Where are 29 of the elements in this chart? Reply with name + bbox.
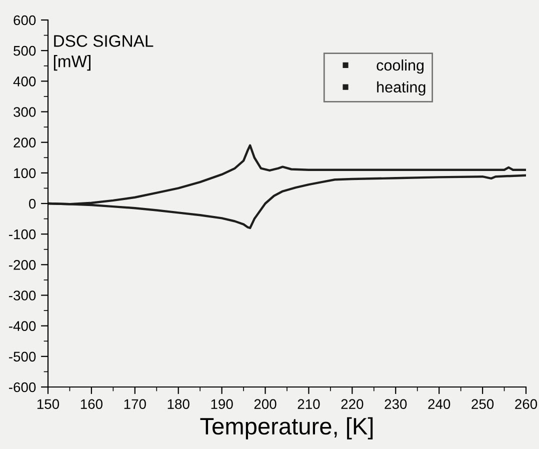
y-tick-label: -300: [9, 290, 36, 300]
y-tick-label: 300: [14, 107, 36, 117]
y-tick-label: -500: [9, 352, 36, 362]
y-tick-label: 400: [13, 76, 36, 86]
x-axis-title: Temperature, [K]: [200, 417, 373, 440]
x-tick-label: 170: [124, 399, 146, 410]
y-tick-label: -400: [9, 321, 36, 332]
x-tick-label: 180: [168, 399, 190, 410]
x-tick-label: 150: [37, 399, 60, 410]
x-tick-label: 260: [515, 399, 538, 410]
y-tick-label: 200: [14, 138, 36, 148]
x-tick-label: 220: [341, 399, 364, 410]
legend-label: cooling: [376, 59, 424, 74]
x-tick-label: 250: [472, 399, 494, 410]
y-tick-label: 100: [14, 168, 36, 178]
y-tick-label: 600: [14, 15, 36, 26]
x-tick-label: 200: [254, 399, 276, 410]
y-axis-title: DSC SIGNAL [mW]: [54, 35, 154, 71]
y-tick-label: 500: [14, 46, 36, 56]
x-tick-label: 240: [428, 399, 450, 410]
legend-label: heating: [377, 81, 426, 96]
x-tick-label: 230: [384, 399, 407, 410]
x-tick-label: 210: [298, 399, 320, 410]
y-tick-label: 0: [29, 198, 36, 209]
y-tick-label: -100: [9, 229, 36, 240]
y-tick-label: -200: [9, 260, 36, 270]
y-tick-label: -600: [9, 382, 36, 392]
x-tick-label: 160: [80, 399, 102, 410]
x-tick-label: 190: [211, 399, 233, 410]
